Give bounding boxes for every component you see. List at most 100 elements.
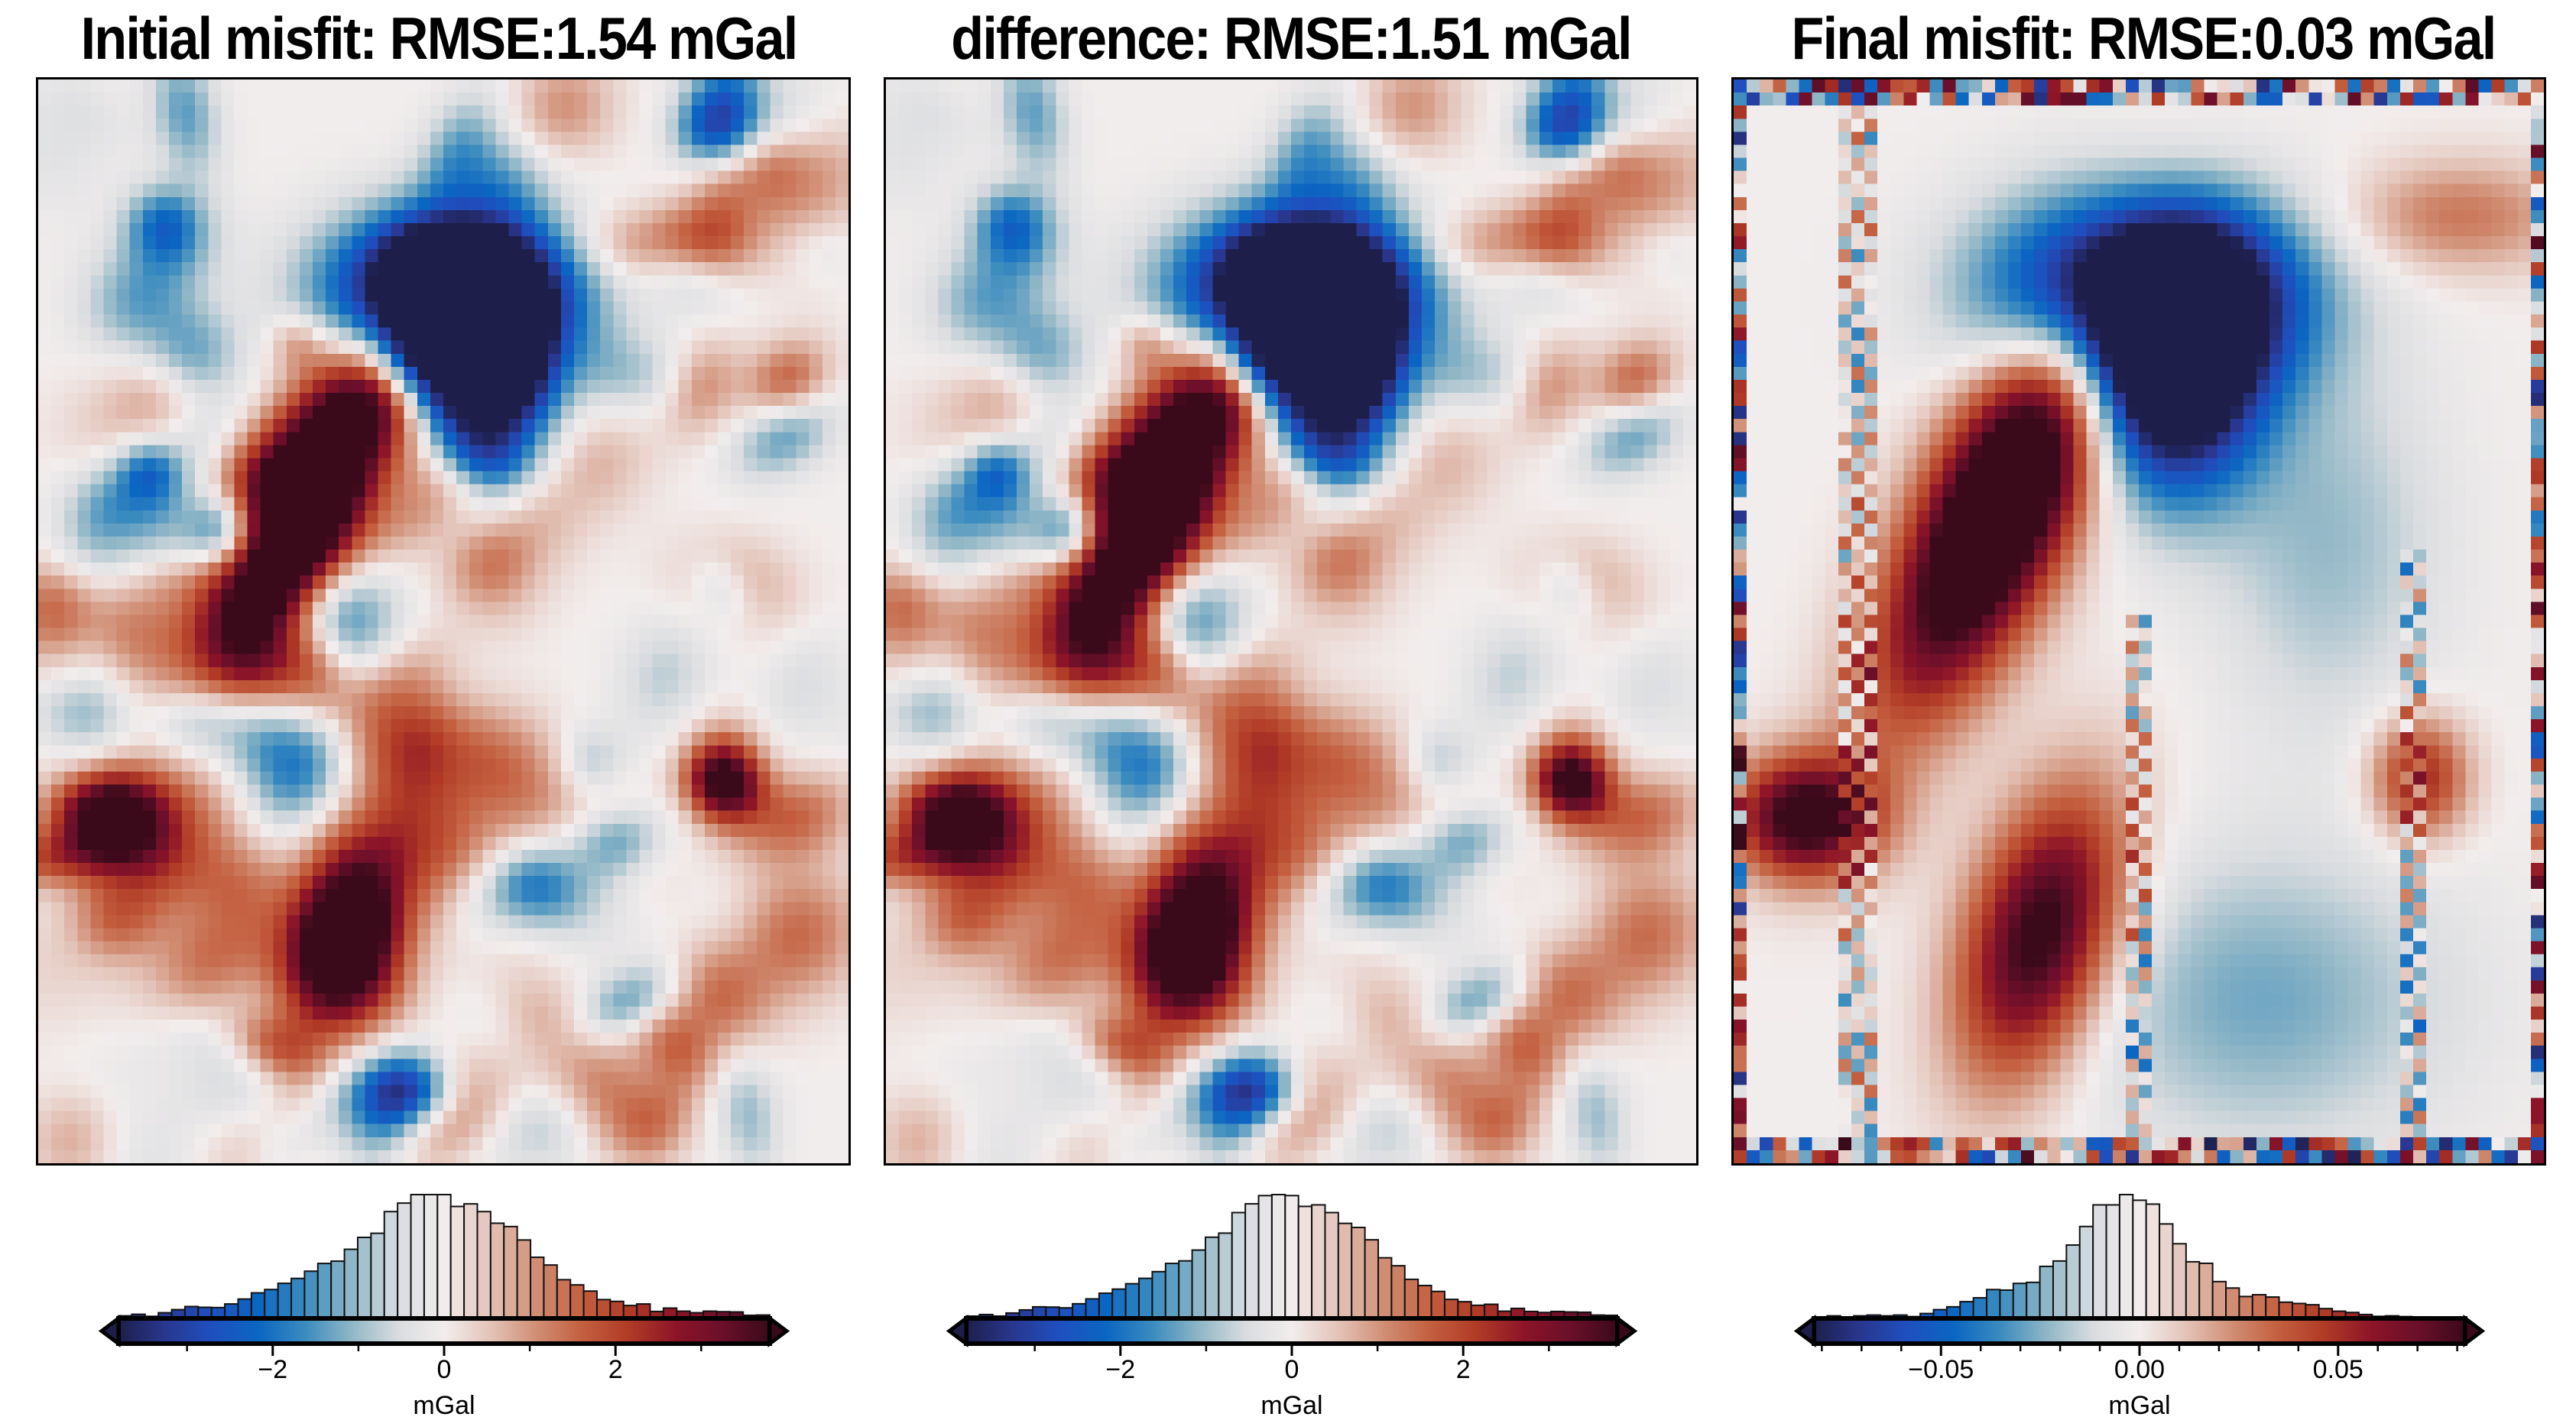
tick-label: −2 [1105,1355,1135,1384]
histogram-bar [1191,1249,1206,1319]
tick-label: 0.00 [2114,1355,2165,1384]
colorbar-histogram-svg: −2 0 2 mGal [946,1194,1638,1417]
histogram-bar [2198,1262,2214,1319]
histogram-bar [370,1232,385,1319]
initial-misfit-map [36,77,851,1166]
histogram-bar [423,1194,439,1319]
difference-colorbar: −2 0 2 mGal [946,1177,1715,1417]
histogram-bar [1430,1290,1445,1320]
histogram-bar [2039,1265,2054,1319]
histogram-bar [2092,1204,2107,1319]
histogram-bar [2052,1260,2068,1319]
colorbar-unit-label: mGal [413,1391,475,1417]
histogram-bar [250,1292,266,1319]
colorbar-unit-label: mGal [1260,1391,1322,1417]
histogram-bar [1311,1204,1326,1319]
histogram-bar [449,1205,466,1320]
histogram-bar [1297,1205,1313,1319]
histogram-bar [290,1277,306,1319]
histogram-bar [476,1211,492,1320]
histogram-bar [2078,1225,2094,1319]
histogram-bar [1151,1270,1166,1319]
histogram-bar [1270,1194,1286,1319]
histogram-bar [1284,1195,1299,1320]
histogram-bar [356,1237,372,1319]
histogram-bar [1959,1301,1974,1319]
tick-label: 2 [1456,1355,1471,1384]
histogram-bar [582,1290,598,1320]
final-misfit-grid [1734,79,2544,1163]
histogram-bar [1164,1263,1180,1319]
colorbar-bar [964,1316,1620,1346]
histogram-bar [1085,1298,1100,1320]
histogram-bar [2265,1296,2280,1319]
histogram-bar [1098,1292,1114,1319]
histogram-bar [1178,1260,1193,1319]
histogram-bar [410,1194,425,1319]
tick-label: −2 [258,1355,287,1384]
final-misfit-map [1731,77,2546,1166]
histogram-bar [2065,1244,2081,1319]
upper-extend-triangle [2463,1315,2486,1347]
histogram-bar [2132,1199,2147,1320]
colorbar-histogram-svg: −2 0 2 mGal [98,1194,790,1417]
histogram-bar [303,1270,319,1320]
initial-misfit-colorbar: −2 0 2 mGal [98,1177,868,1417]
histogram-bar [1337,1222,1353,1320]
histogram-bar [1257,1195,1273,1320]
histogram-bar [489,1222,505,1319]
histogram-bar [264,1289,279,1319]
histogram-bar [237,1298,252,1319]
tick-label: 0 [437,1355,452,1384]
upper-extend-triangle [767,1315,790,1347]
tick-label: 2 [608,1355,623,1384]
histogram-bar [330,1260,346,1319]
histogram-bar [2172,1243,2187,1319]
histogram-bar [1417,1284,1432,1319]
histogram-bar [543,1264,558,1319]
histogram-bar [1457,1301,1472,1320]
histogram-bar [1999,1289,2014,1319]
histogram-bar [2211,1280,2227,1320]
difference-grid [886,79,1696,1163]
histogram-bar [2185,1260,2201,1319]
histogram-bar [595,1299,612,1320]
histogram-bar [1218,1232,1233,1319]
histogram-bar [463,1203,479,1320]
lower-extend-triangle [98,1315,121,1347]
histogram-bar [2026,1281,2041,1320]
histogram-bar [1403,1278,1419,1319]
histogram-bar [343,1248,358,1319]
histogram-bar [1111,1288,1127,1319]
final-misfit-title: Final misfit: RMSE:0.03 mGal [1737,6,2549,70]
histogram-bar [2225,1287,2240,1319]
histogram-bar [530,1256,545,1319]
histogram-bar [1244,1203,1260,1320]
histogram-bar [383,1211,399,1320]
histogram-bar [2159,1223,2174,1319]
histogram-bar [516,1239,532,1319]
colorbar-histogram-svg: −0.05 0.00 0.05 mGal [1793,1194,2486,1417]
histogram-bar [556,1279,572,1319]
histogram-bar [1364,1239,1380,1319]
histogram-bar [569,1284,585,1319]
histogram-bar [1324,1211,1339,1319]
upper-extend-triangle [1615,1315,1638,1347]
initial-misfit-grid [38,79,848,1163]
histogram-bar [1231,1211,1247,1319]
tick-label: 0.05 [2313,1355,2363,1384]
final-misfit-colorbar: −0.05 0.00 0.05 mGal [1793,1177,2563,1417]
lower-extend-triangle [1793,1315,1816,1347]
histogram-bar [609,1300,625,1320]
histogram-bar [1204,1236,1220,1319]
histogram-bar [1986,1289,2001,1319]
initial-misfit-title: Initial misfit: RMSE:1.54 mGal [30,6,848,70]
colorbar-bar [1812,1316,2467,1346]
histogram-bar [1972,1297,1988,1320]
histogram-bar [503,1225,518,1319]
colorbar-bar [116,1316,772,1346]
difference-title: difference: RMSE:1.51 mGal [892,6,1690,70]
histogram-bar [1443,1299,1459,1319]
histogram-bar [1390,1265,1406,1319]
tick-label: −0.05 [1908,1355,1974,1384]
